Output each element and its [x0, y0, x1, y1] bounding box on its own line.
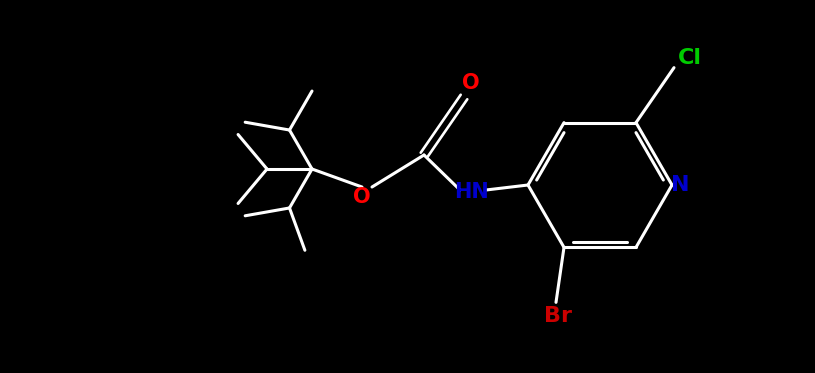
Text: Br: Br: [544, 306, 572, 326]
Text: O: O: [462, 73, 480, 93]
Text: HN: HN: [454, 182, 488, 202]
Text: O: O: [353, 187, 371, 207]
Text: N: N: [671, 175, 689, 195]
Text: Cl: Cl: [678, 48, 702, 68]
